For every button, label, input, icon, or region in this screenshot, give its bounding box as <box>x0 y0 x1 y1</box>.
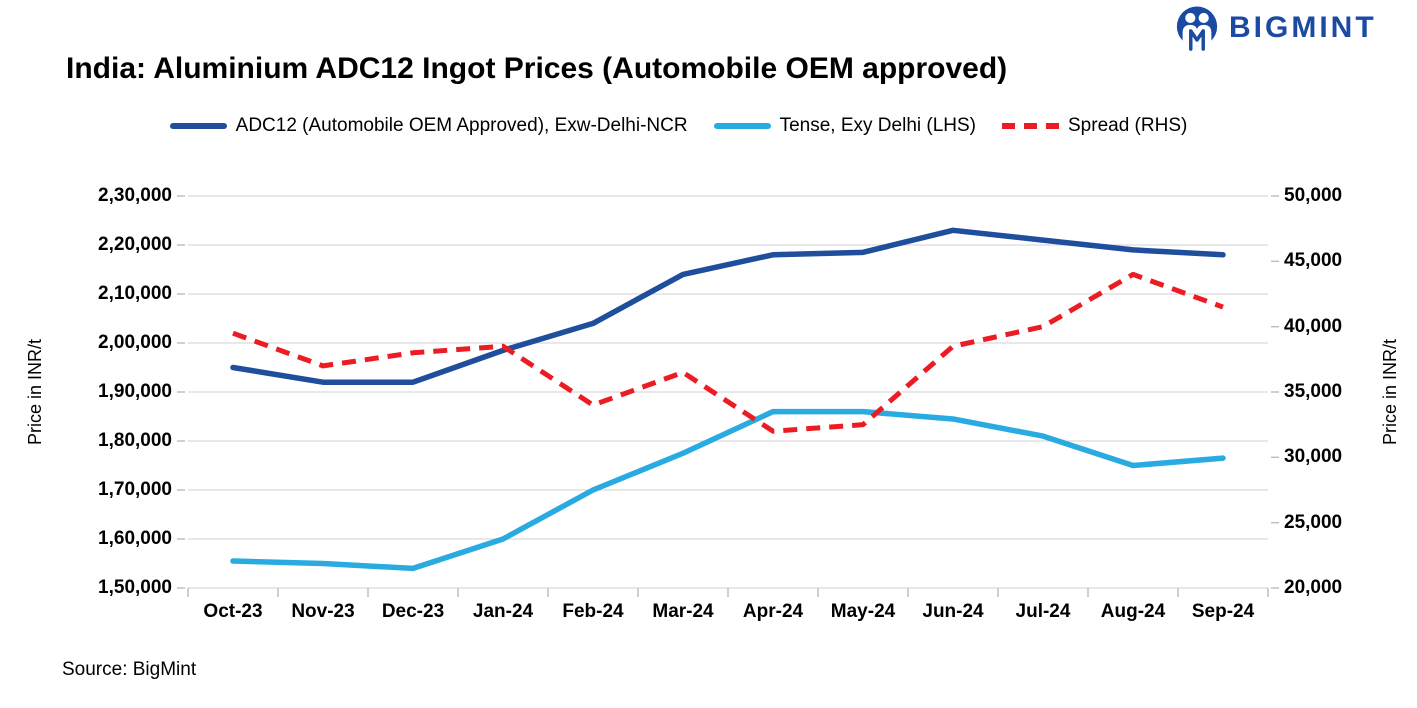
x-axis-tick-label: Nov-23 <box>291 601 355 622</box>
bigmint-logo-icon <box>1176 6 1218 51</box>
bigmint-logo: BIGMINT <box>1174 5 1377 51</box>
left-axis-tick-label: 1,60,000 <box>98 528 172 549</box>
x-axis-tick-label: Aug-24 <box>1100 601 1166 622</box>
chart-legend: ADC12 (Automobile OEM Approved), Exw-Del… <box>0 115 1387 137</box>
right-axis-tick-label: 25,000 <box>1284 511 1343 533</box>
left-axis-tick-label: 1,70,000 <box>98 479 172 500</box>
x-axis-tick-label: Sep-24 <box>1191 601 1255 622</box>
left-axis-tick-label: 2,10,000 <box>98 283 172 304</box>
legend-item-tense: Tense, Exy Delhi (LHS) <box>713 115 976 137</box>
x-axis-tick-label: Oct-23 <box>203 601 263 622</box>
right-axis-tick-label: 50,000 <box>1284 185 1343 206</box>
chart-title: India: Aluminium ADC12 Ingot Prices (Aut… <box>66 52 1008 85</box>
x-axis-tick-label: Apr-24 <box>742 601 804 622</box>
left-axis-tick-label: 2,00,000 <box>98 332 172 353</box>
left-axis-tick-label: 1,90,000 <box>98 381 172 402</box>
legend-label-spread: Spread (RHS) <box>1068 115 1188 136</box>
right-axis-tick-label: 20,000 <box>1284 577 1343 598</box>
source-note: Source: BigMint <box>62 659 197 680</box>
legend-label-adc12: ADC12 (Automobile OEM Approved), Exw-Del… <box>235 115 688 136</box>
x-axis-tick-label: Dec-23 <box>381 601 445 622</box>
x-axis-tick-label: Jan-24 <box>472 601 534 622</box>
right-axis-tick-label: 35,000 <box>1284 381 1343 402</box>
x-axis-tick-label: Feb-24 <box>562 601 624 622</box>
legend-swatch-adc12 <box>169 123 227 129</box>
x-axis-tick-label: Jun-24 <box>922 601 984 622</box>
legend-swatch-spread <box>1002 123 1059 129</box>
right-axis-tick-label: 40,000 <box>1284 315 1343 337</box>
left-axis-tick-label: 1,80,000 <box>98 430 172 451</box>
x-axis-tick-label: May-24 <box>830 601 896 622</box>
x-axis-tick-label: Mar-24 <box>652 601 714 622</box>
x-axis-tick-label: Jul-24 <box>1015 601 1071 622</box>
bigmint-logo-text: BIGMINT <box>1229 11 1377 44</box>
right-axis-tick-label: 45,000 <box>1284 250 1343 272</box>
legend-item-adc12: ADC12 (Automobile OEM Approved), Exw-Del… <box>169 115 688 137</box>
left-axis-tick-label: 1,50,000 <box>98 577 172 598</box>
right-axis-tick-label: 30,000 <box>1284 446 1343 468</box>
legend-label-tense: Tense, Exy Delhi (LHS) <box>779 115 976 136</box>
left-axis-tick-label: 2,20,000 <box>98 234 172 255</box>
left-axis-tick-label: 2,30,000 <box>98 185 172 206</box>
legend-item-spread: Spread (RHS) <box>1002 115 1187 137</box>
legend-swatch-tense <box>713 123 771 129</box>
